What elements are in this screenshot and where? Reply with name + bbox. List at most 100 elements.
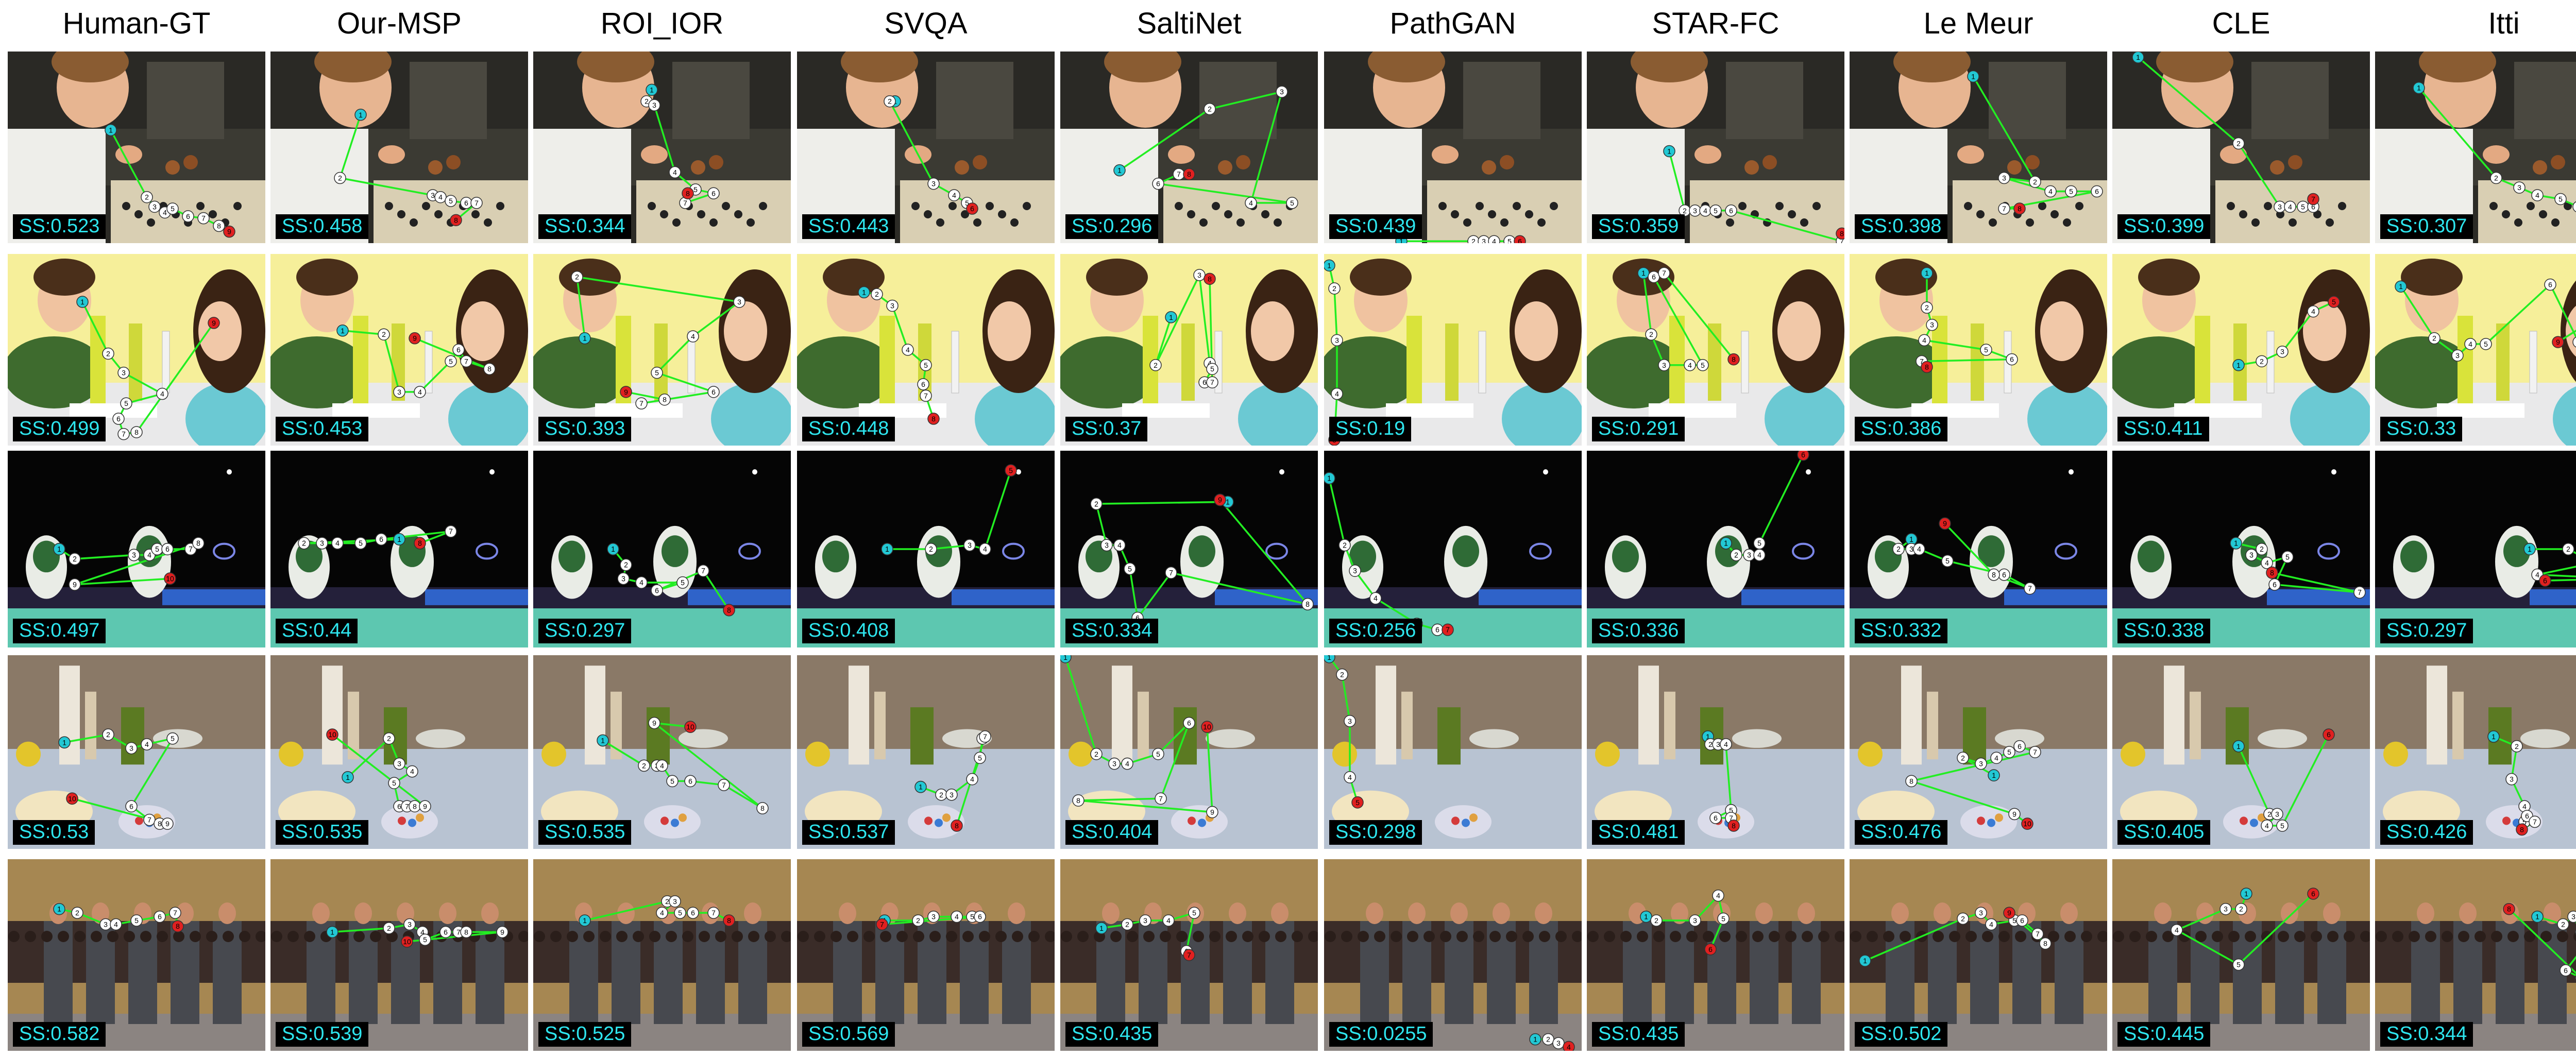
- fixation-order-label: 2: [73, 555, 77, 564]
- fixation-order-label: 4: [420, 928, 425, 936]
- fixation-order-label: 4: [1125, 760, 1129, 768]
- fixation-point: [161, 817, 174, 830]
- fixation-order-label: 2: [2515, 742, 2519, 751]
- column-header: Le Meur: [1923, 6, 2033, 40]
- fixation-order-label: 8: [217, 222, 221, 230]
- fixation-order-label: 9: [165, 820, 170, 828]
- fixation-order-label: 8: [1840, 229, 1844, 237]
- scanpath-panel: 1 2 3 4 5 6 SS:0.336: [1587, 451, 1844, 647]
- fixation-order-label: 1: [2136, 53, 2140, 61]
- fixation-point: [2395, 280, 2407, 293]
- fixation-point: [1650, 914, 1663, 927]
- fixation-point: [1975, 757, 1987, 770]
- fixation-point: [172, 920, 184, 932]
- fixation-order-label: 5: [134, 916, 139, 925]
- fixation-point: [2031, 928, 2044, 940]
- fixation-point: [1108, 757, 1121, 770]
- scanpath-panel: 1 2 3 4 5 6 7 8 SS:0.291: [1587, 254, 1844, 446]
- fixation-point: [1529, 1033, 1541, 1046]
- similarity-score: SS:0.481: [1592, 820, 1685, 845]
- fixation-point: [460, 926, 472, 939]
- fixation-point: [2562, 542, 2574, 556]
- fixation-point: [620, 558, 632, 571]
- fixation-order-label: 8: [1187, 170, 1191, 178]
- fixation-order-label: 6: [2002, 571, 2006, 579]
- fixation-point: [1204, 272, 1216, 285]
- scanpath-panel: 1 2 3 4 5 6 7 8 SS:0.525: [533, 859, 791, 1051]
- fixation-point: [635, 397, 648, 410]
- fixation-point: [2232, 958, 2245, 971]
- fixation-order-label: 10: [68, 794, 76, 803]
- fixation-point: [871, 288, 883, 300]
- fixation-order-label: 4: [983, 545, 987, 554]
- fixation-point: [2284, 200, 2296, 213]
- fixation-point: [342, 771, 354, 783]
- fixation-order-label: 9: [2556, 338, 2560, 346]
- fixation-order-label: 8: [1732, 355, 1736, 364]
- fixation-point: [2552, 336, 2564, 348]
- fixation-order-label: 1: [2535, 913, 2539, 921]
- fixation-point: [1514, 235, 1526, 243]
- fixation-order-label: 4: [1117, 541, 1122, 550]
- fixation-point: [1245, 197, 1257, 209]
- fixation-order-label: 5: [1701, 361, 1705, 369]
- similarity-score: SS:0.458: [276, 214, 369, 239]
- fixation-order-label: 6: [2543, 577, 2547, 585]
- fixation-point: [1204, 103, 1216, 115]
- scene-image: 1 2 3 4 5 6 7 8 9: [533, 254, 791, 446]
- fixation-order-label: 1: [346, 773, 350, 781]
- fixation-order-label: 3: [1979, 760, 1983, 768]
- fixation-point: [105, 124, 117, 137]
- fixation-order-label: 6: [2311, 202, 2315, 211]
- similarity-score: SS:0.291: [1592, 417, 1685, 441]
- fixation-point: [141, 191, 153, 203]
- fixation-point: [656, 759, 668, 772]
- fixation-point: [951, 910, 963, 923]
- fixation-order-label: 4: [2265, 822, 2269, 830]
- fixation-order-label: 2: [645, 97, 649, 106]
- fixation-point: [316, 537, 328, 550]
- fixation-order-label: 4: [418, 388, 422, 396]
- fixation-point: [658, 393, 671, 406]
- fixation-point: [1155, 792, 1167, 805]
- fixation-point: [2256, 542, 2268, 556]
- fixation-order-label: 1: [57, 545, 61, 554]
- fixation-point: [110, 918, 122, 931]
- fixation-point: [927, 177, 940, 190]
- fixation-point: [2323, 728, 2335, 741]
- fixation-order-label: 8: [686, 189, 690, 197]
- fixation-order-label: 4: [1208, 359, 1212, 367]
- fixation-order-label: 7: [2002, 204, 2006, 213]
- fixation-order-label: 4: [1492, 237, 1496, 243]
- fixation-order-label: 1: [919, 783, 923, 791]
- fixation-point: [1998, 202, 2010, 215]
- fixation-order-label: 1: [650, 86, 654, 94]
- fixation-order-label: 7: [1177, 170, 1181, 178]
- fixation-point: [597, 734, 609, 747]
- fixation-order-label: 4: [673, 168, 677, 176]
- fixation-order-label: 6: [1187, 719, 1191, 727]
- fixation-point: [154, 910, 166, 923]
- fixation-order-label: 7: [2358, 589, 2362, 597]
- scanpath-panel: 1 2 3 4 5 6 7 8 9 10 SS:0.539: [270, 859, 528, 1051]
- fixation-point: [1324, 259, 1335, 272]
- fixation-order-label: 2: [1961, 754, 1965, 762]
- fixation-point: [375, 533, 387, 545]
- fixation-order-label: 4: [1757, 551, 1761, 559]
- fixation-order-label: 3: [1143, 916, 1147, 925]
- fixation-order-label: 6: [1435, 626, 1439, 635]
- fixation-point: [1957, 752, 1969, 764]
- fixation-point: [2516, 823, 2528, 836]
- fixation-point: [2003, 907, 2015, 919]
- fixation-point: [1165, 566, 1177, 579]
- fixation-order-label: 1: [862, 288, 866, 296]
- similarity-score: SS:0.386: [1855, 417, 1948, 441]
- fixation-point: [951, 820, 963, 832]
- fixation-order-label: 3: [1280, 88, 1284, 96]
